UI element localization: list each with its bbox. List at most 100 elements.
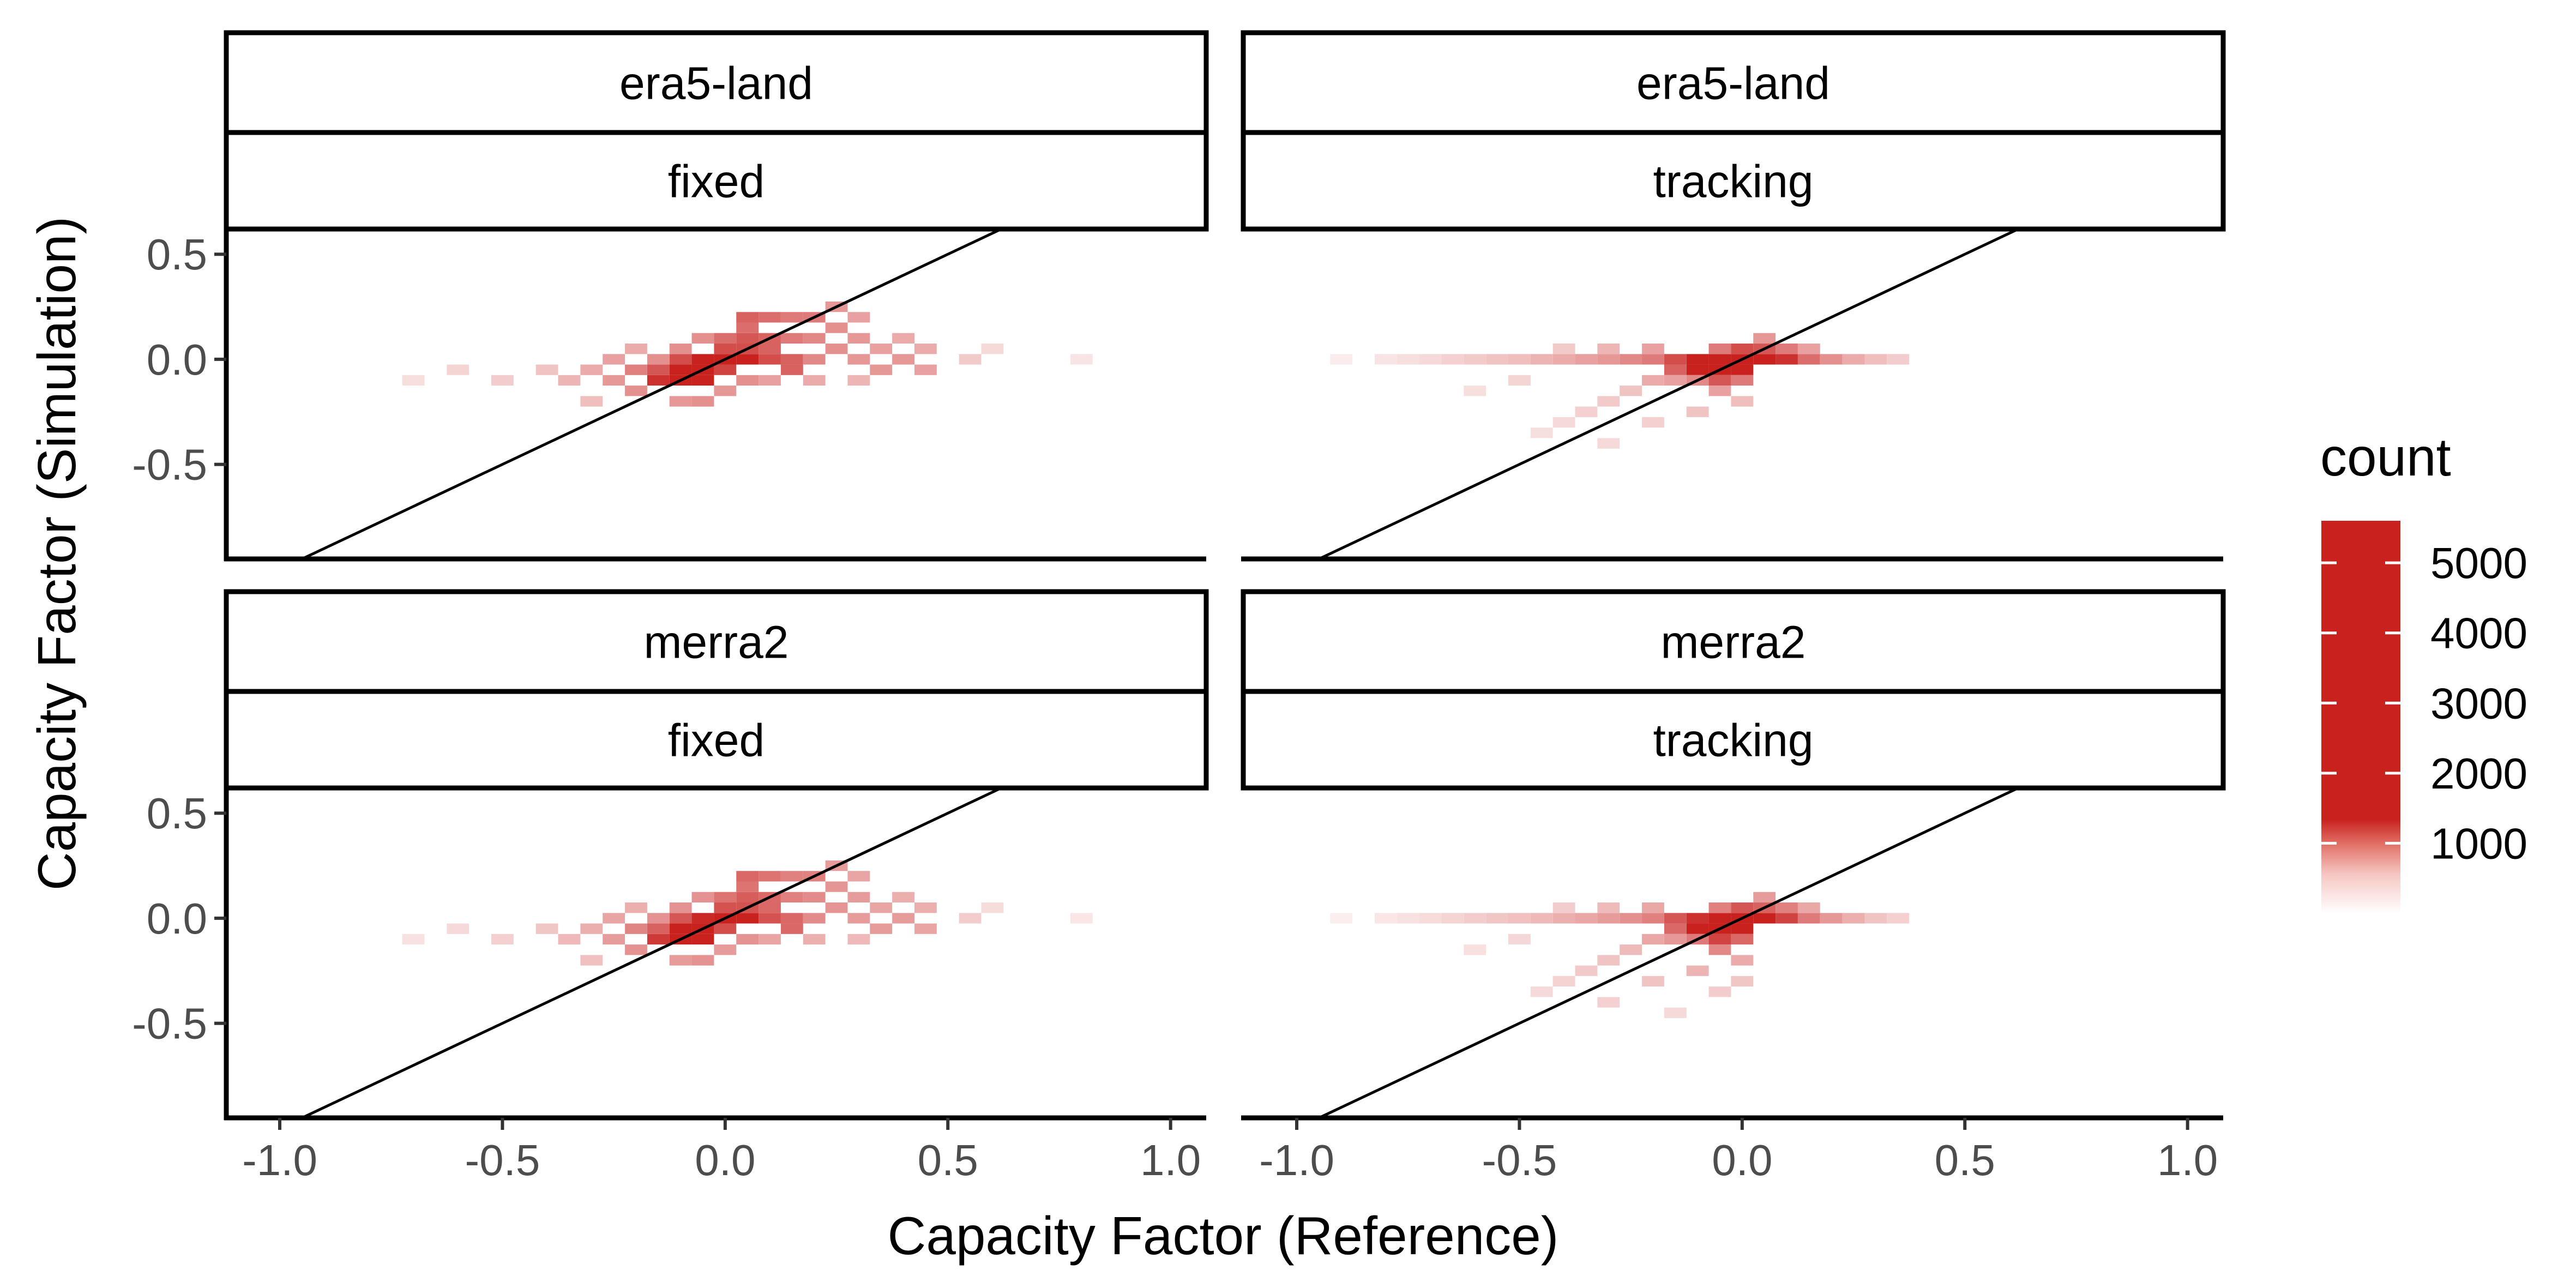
heatmap-cell xyxy=(691,913,714,924)
heatmap-cell xyxy=(1070,913,1093,924)
heatmap-cell xyxy=(1664,934,1687,945)
heatmap-cell xyxy=(691,396,714,407)
heatmap-cell xyxy=(803,934,826,945)
heatmap-cell xyxy=(1642,375,1664,386)
heatmap-cell xyxy=(647,364,670,375)
heatmap-cell xyxy=(1620,944,1642,955)
heatmap-cell xyxy=(1597,354,1620,365)
heatmap-cell xyxy=(1419,354,1442,365)
heatmap-cell xyxy=(558,934,581,945)
legend-ticks: 1000 2000 3000 4000 5000 xyxy=(2321,539,2527,868)
panel-3: merra2 fixed xyxy=(224,589,1209,1118)
heatmap-cell xyxy=(870,344,893,354)
heatmap-cell xyxy=(1664,354,1687,365)
heatmap-cell xyxy=(535,923,558,934)
heatmap-cell xyxy=(1820,354,1843,365)
heatmap-cell xyxy=(1441,913,1464,924)
heatmap-cell xyxy=(491,375,514,386)
heatmap-cell xyxy=(847,892,870,903)
heatmap-cell xyxy=(603,934,625,945)
heatmap-cell xyxy=(1642,344,1664,354)
heatmap-cell xyxy=(402,934,425,945)
heatmap-cell xyxy=(647,923,670,934)
heatmap-cell xyxy=(1620,354,1642,365)
heatmap-cell xyxy=(736,322,759,333)
heatmap-cell xyxy=(1508,934,1531,945)
heatmap-cell xyxy=(603,375,625,386)
heatmap-cell xyxy=(1797,354,1820,365)
heatmap-cells xyxy=(1330,333,1910,449)
x-tick-label: 0.5 xyxy=(1935,1136,1995,1184)
heatmap-cell xyxy=(870,902,893,913)
heatmap-cell xyxy=(625,902,647,913)
legend-break-label: 5000 xyxy=(2430,539,2527,587)
heatmap-cell xyxy=(1753,913,1776,924)
heatmap-cell xyxy=(892,892,914,903)
heatmap-cell xyxy=(669,955,692,966)
panel-1: era5-land fixed xyxy=(224,30,1209,559)
heatmap-cell xyxy=(1464,944,1486,955)
x-tick-label: -1.0 xyxy=(242,1136,317,1184)
heatmap-cell xyxy=(1664,375,1687,386)
heatmap-cell xyxy=(803,913,826,924)
x-tick-label: 0.0 xyxy=(1712,1136,1772,1184)
reference-line xyxy=(301,788,1002,1118)
heatmap-cell xyxy=(847,934,870,945)
heatmap-cell xyxy=(780,312,803,323)
heatmap-cell xyxy=(1731,344,1754,354)
heatmap-cell xyxy=(1686,923,1709,934)
heatmap-cell xyxy=(447,923,470,934)
heatmap-cell xyxy=(1597,997,1620,1008)
heatmap-cell xyxy=(1397,354,1419,365)
panel-2: era5-land tracking xyxy=(1241,30,2226,559)
heatmap-cell xyxy=(736,871,759,882)
y-tick-label: -0.5 xyxy=(132,1000,207,1048)
heatmap-cell xyxy=(691,375,714,386)
legend-break-label: 1000 xyxy=(2430,819,2527,868)
x-axis-title: Capacity Factor (Reference) xyxy=(888,1206,1559,1266)
reference-line xyxy=(301,229,1002,559)
heatmap-cell xyxy=(1664,923,1687,934)
heatmap-cell xyxy=(736,312,759,323)
heatmap-cell xyxy=(759,913,781,924)
heatmap-cell xyxy=(603,913,625,924)
heatmap-cell xyxy=(1552,976,1575,987)
heatmap-cell xyxy=(847,871,870,882)
heatmap-cell xyxy=(759,934,781,945)
heatmap-cell xyxy=(914,923,937,934)
legend-break-label: 2000 xyxy=(2430,749,2527,798)
heatmap-cell xyxy=(1842,354,1865,365)
heatmap-cell xyxy=(647,354,670,365)
heatmap-cell xyxy=(780,871,803,882)
x-tick-label: -0.5 xyxy=(1482,1136,1557,1184)
heatmap-cell xyxy=(669,364,692,375)
heatmap-cell xyxy=(1620,913,1642,924)
heatmap-cell xyxy=(1753,333,1776,344)
heatmap-cell xyxy=(1575,406,1598,417)
heatmap-cell xyxy=(759,902,781,913)
heatmap-cell xyxy=(1708,375,1731,386)
heatmap-cell xyxy=(647,913,670,924)
heatmap-cell xyxy=(914,364,937,375)
heatmap-cell xyxy=(714,923,737,934)
heatmap-cell xyxy=(847,312,870,323)
heatmap-cell xyxy=(1708,944,1731,955)
heatmap-cell xyxy=(1708,344,1731,354)
heatmap-cell xyxy=(1575,913,1598,924)
heatmap-cell xyxy=(1575,354,1598,365)
heatmap-cell xyxy=(1642,934,1664,945)
heatmap-cell xyxy=(1642,913,1664,924)
heatmap-cell xyxy=(870,923,893,934)
facet-strip-bottom xyxy=(224,130,1209,232)
heatmap-cell xyxy=(1597,396,1620,407)
heatmap-cell xyxy=(847,354,870,365)
heatmap-cell xyxy=(1374,354,1397,365)
heatmap-cell xyxy=(1642,902,1664,913)
heatmap-cell xyxy=(1397,913,1419,924)
heatmap-cell xyxy=(714,944,737,955)
heatmap-cell xyxy=(1864,354,1887,365)
heatmap-cell xyxy=(1642,354,1664,365)
heatmap-cell xyxy=(736,881,759,892)
heatmap-cell xyxy=(647,934,670,945)
heatmap-cell xyxy=(1708,902,1731,913)
